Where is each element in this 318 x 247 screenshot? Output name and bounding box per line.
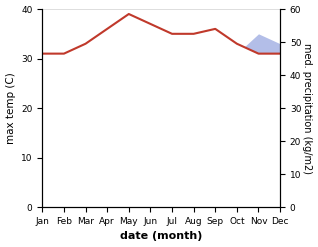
- X-axis label: date (month): date (month): [120, 231, 203, 242]
- Y-axis label: max temp (C): max temp (C): [5, 72, 16, 144]
- Y-axis label: med. precipitation (kg/m2): med. precipitation (kg/m2): [302, 43, 313, 174]
